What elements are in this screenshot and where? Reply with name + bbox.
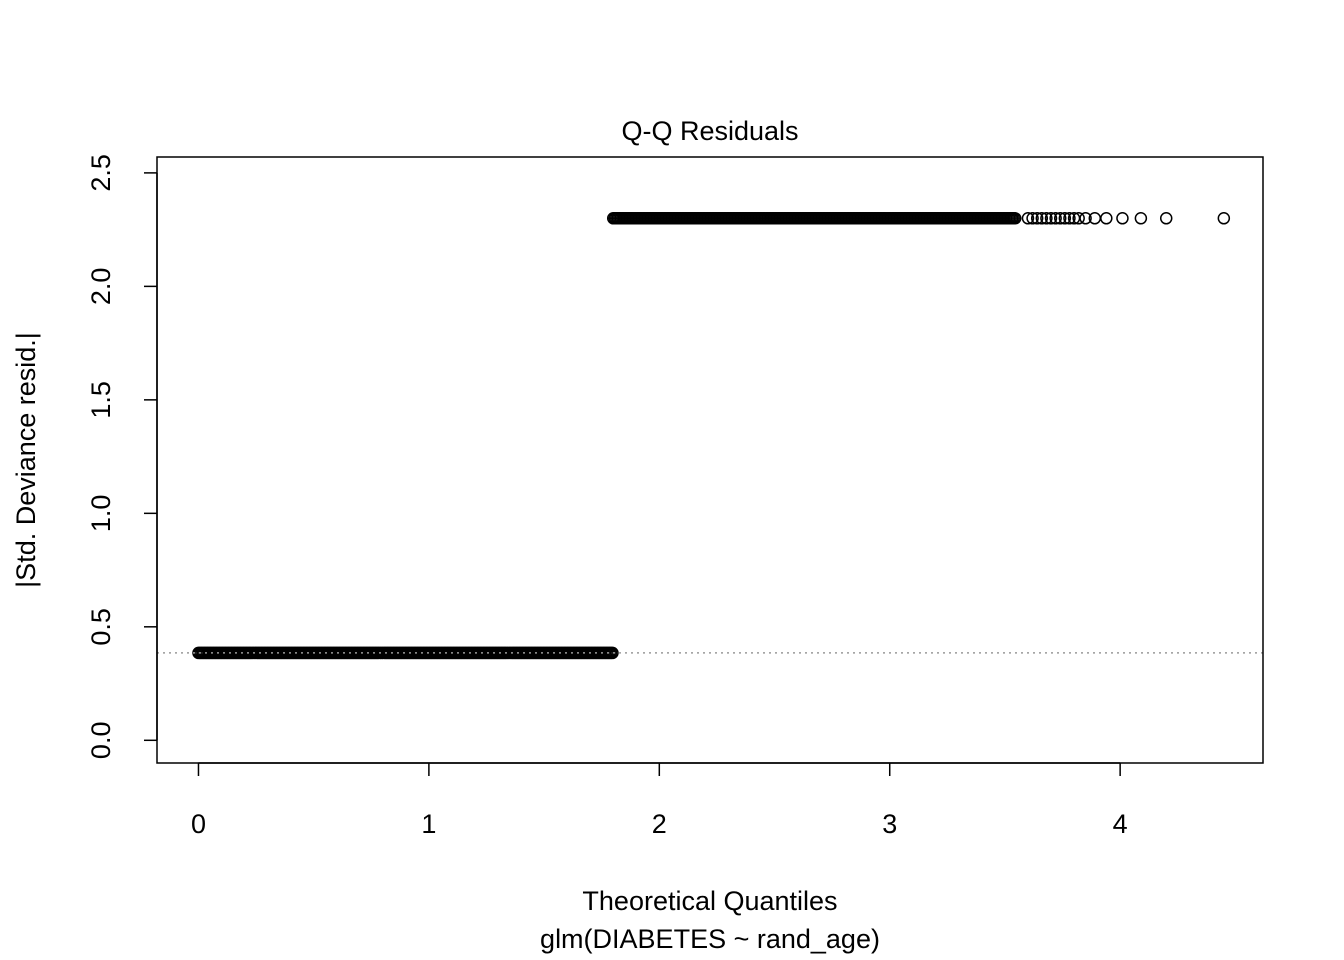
data-point	[1063, 212, 1076, 225]
x-axis-label: Theoretical Quantiles	[582, 886, 837, 916]
data-point	[606, 646, 619, 660]
data-point	[1079, 212, 1092, 225]
data-point	[1044, 212, 1058, 225]
y-tick-label: 1.5	[86, 381, 116, 419]
x-tick-label: 0	[191, 809, 206, 839]
data-point	[1035, 212, 1049, 225]
y-axis: 0.0 0.5 1.0 1.5 2.0 2.5	[86, 154, 158, 760]
data-point	[1053, 212, 1067, 225]
data-point	[1040, 212, 1053, 225]
data-point	[1072, 212, 1085, 225]
data-point	[1134, 212, 1148, 225]
y-axis-label: |Std. Deviance resid.|	[11, 332, 41, 588]
data-point	[1030, 212, 1044, 225]
x-axis: 0 1 2 3 4	[191, 762, 1128, 839]
x-tick-label: 3	[882, 809, 897, 839]
y-tick-label: 0.0	[86, 722, 116, 760]
x-axis-subtitle: glm(DIABETES ~ rand_age)	[540, 924, 880, 954]
data-point	[1026, 212, 1039, 225]
y-tick-label: 0.5	[86, 608, 116, 646]
y-tick-label: 2.5	[86, 154, 116, 192]
data-point	[1116, 212, 1129, 225]
data-point	[1021, 212, 1035, 225]
y-tick-label: 2.0	[86, 268, 116, 306]
data-point	[1008, 212, 1022, 225]
chart-title: Q-Q Residuals	[621, 116, 798, 146]
data-point	[1217, 212, 1231, 225]
x-tick-label: 4	[1113, 809, 1128, 839]
x-tick-label: 1	[421, 809, 436, 839]
data-point	[1100, 212, 1113, 225]
y-tick-label: 1.0	[86, 495, 116, 533]
data-point	[1058, 212, 1072, 225]
x-tick-label: 2	[652, 809, 667, 839]
data-point	[1159, 212, 1173, 225]
data-point	[1049, 212, 1062, 225]
